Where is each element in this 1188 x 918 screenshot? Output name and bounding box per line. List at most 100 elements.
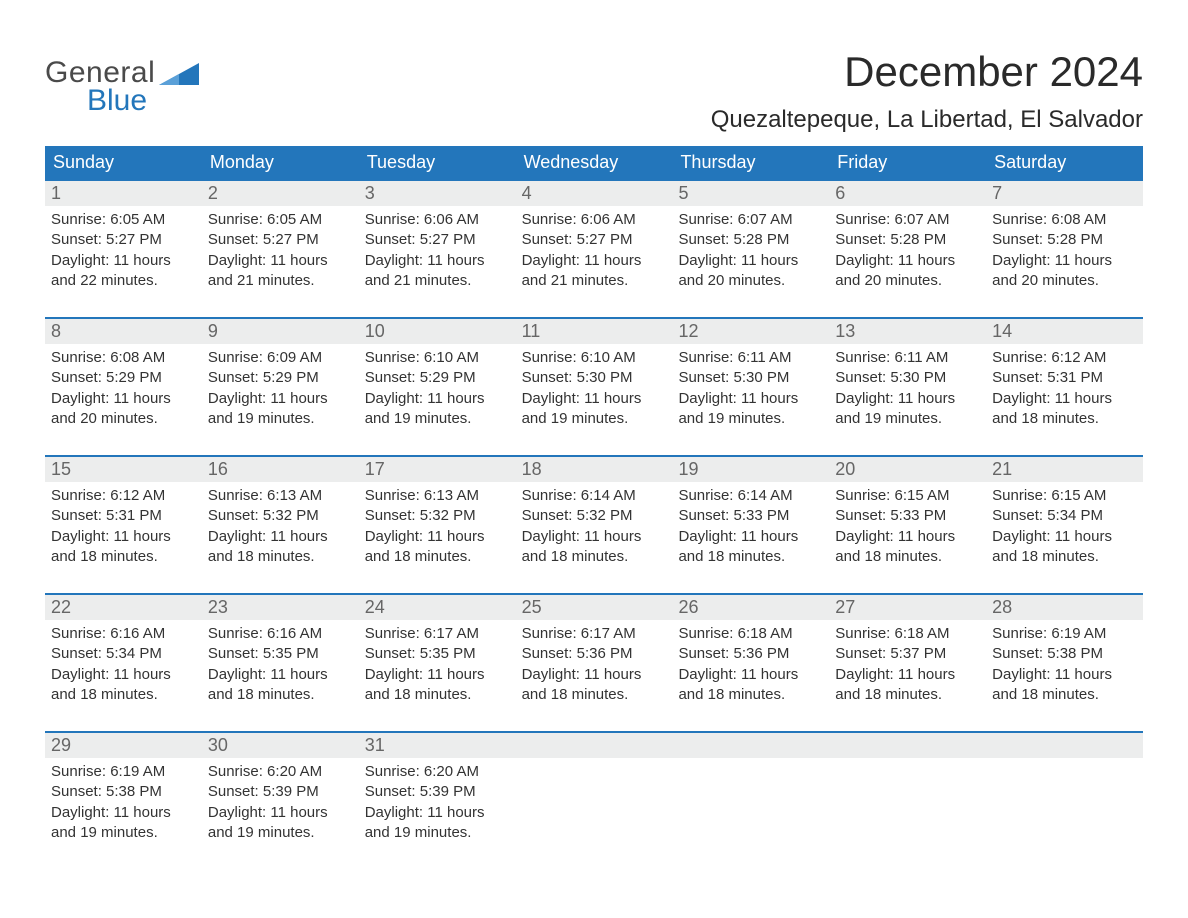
- day-sunrise: Sunrise: 6:17 AM: [522, 624, 667, 644]
- day-details: Sunrise: 6:18 AMSunset: 5:36 PMDaylight:…: [672, 620, 829, 709]
- day-details: Sunrise: 6:05 AMSunset: 5:27 PMDaylight:…: [202, 206, 359, 295]
- week-row: 1Sunrise: 6:05 AMSunset: 5:27 PMDaylight…: [45, 179, 1143, 299]
- day-d1: Daylight: 11 hours: [678, 251, 823, 271]
- day-cell: 20Sunrise: 6:15 AMSunset: 5:33 PMDayligh…: [829, 457, 986, 575]
- day-cell: 16Sunrise: 6:13 AMSunset: 5:32 PMDayligh…: [202, 457, 359, 575]
- day-d2: and 19 minutes.: [365, 409, 510, 429]
- day-sunset: Sunset: 5:29 PM: [51, 368, 196, 388]
- day-d2: and 22 minutes.: [51, 271, 196, 291]
- day-header-wed: Wednesday: [516, 146, 673, 179]
- day-d2: and 18 minutes.: [992, 547, 1137, 567]
- day-details: Sunrise: 6:14 AMSunset: 5:32 PMDaylight:…: [516, 482, 673, 571]
- day-details: Sunrise: 6:17 AMSunset: 5:36 PMDaylight:…: [516, 620, 673, 709]
- day-number: 13: [829, 319, 986, 344]
- day-d2: and 19 minutes.: [365, 823, 510, 843]
- day-cell: 25Sunrise: 6:17 AMSunset: 5:36 PMDayligh…: [516, 595, 673, 713]
- day-d2: and 21 minutes.: [365, 271, 510, 291]
- day-d2: and 18 minutes.: [208, 685, 353, 705]
- day-number: 2: [202, 181, 359, 206]
- day-details: Sunrise: 6:07 AMSunset: 5:28 PMDaylight:…: [829, 206, 986, 295]
- day-cell: 23Sunrise: 6:16 AMSunset: 5:35 PMDayligh…: [202, 595, 359, 713]
- day-sunset: Sunset: 5:39 PM: [365, 782, 510, 802]
- day-d1: Daylight: 11 hours: [208, 803, 353, 823]
- day-number: 6: [829, 181, 986, 206]
- header: General Blue December 2024 Quezaltepeque…: [45, 30, 1143, 134]
- day-details: Sunrise: 6:11 AMSunset: 5:30 PMDaylight:…: [829, 344, 986, 433]
- location-subtitle: Quezaltepeque, La Libertad, El Salvador: [711, 106, 1143, 134]
- day-sunset: Sunset: 5:29 PM: [208, 368, 353, 388]
- day-d1: Daylight: 11 hours: [678, 389, 823, 409]
- day-cell: 3Sunrise: 6:06 AMSunset: 5:27 PMDaylight…: [359, 181, 516, 299]
- day-cell: 10Sunrise: 6:10 AMSunset: 5:29 PMDayligh…: [359, 319, 516, 437]
- day-cell: [672, 733, 829, 851]
- day-d1: Daylight: 11 hours: [835, 527, 980, 547]
- day-d2: and 21 minutes.: [208, 271, 353, 291]
- day-details: Sunrise: 6:10 AMSunset: 5:29 PMDaylight:…: [359, 344, 516, 433]
- day-cell: 29Sunrise: 6:19 AMSunset: 5:38 PMDayligh…: [45, 733, 202, 851]
- day-details: Sunrise: 6:19 AMSunset: 5:38 PMDaylight:…: [45, 758, 202, 847]
- day-d1: Daylight: 11 hours: [835, 251, 980, 271]
- day-d1: Daylight: 11 hours: [365, 251, 510, 271]
- week-row: 15Sunrise: 6:12 AMSunset: 5:31 PMDayligh…: [45, 455, 1143, 575]
- day-d1: Daylight: 11 hours: [51, 527, 196, 547]
- day-number-empty: [516, 733, 673, 758]
- day-d1: Daylight: 11 hours: [208, 251, 353, 271]
- day-d1: Daylight: 11 hours: [208, 527, 353, 547]
- day-cell: 15Sunrise: 6:12 AMSunset: 5:31 PMDayligh…: [45, 457, 202, 575]
- day-number: 15: [45, 457, 202, 482]
- day-number: 24: [359, 595, 516, 620]
- day-sunrise: Sunrise: 6:14 AM: [522, 486, 667, 506]
- day-d2: and 19 minutes.: [208, 409, 353, 429]
- day-d1: Daylight: 11 hours: [992, 527, 1137, 547]
- day-sunset: Sunset: 5:38 PM: [992, 644, 1137, 664]
- day-details: Sunrise: 6:12 AMSunset: 5:31 PMDaylight:…: [986, 344, 1143, 433]
- day-number: 28: [986, 595, 1143, 620]
- day-sunrise: Sunrise: 6:15 AM: [835, 486, 980, 506]
- day-cell: 5Sunrise: 6:07 AMSunset: 5:28 PMDaylight…: [672, 181, 829, 299]
- day-sunrise: Sunrise: 6:12 AM: [51, 486, 196, 506]
- day-sunrise: Sunrise: 6:06 AM: [522, 210, 667, 230]
- day-cell: 26Sunrise: 6:18 AMSunset: 5:36 PMDayligh…: [672, 595, 829, 713]
- day-d2: and 20 minutes.: [51, 409, 196, 429]
- day-d1: Daylight: 11 hours: [678, 527, 823, 547]
- day-sunrise: Sunrise: 6:06 AM: [365, 210, 510, 230]
- day-sunset: Sunset: 5:37 PM: [835, 644, 980, 664]
- week-row: 8Sunrise: 6:08 AMSunset: 5:29 PMDaylight…: [45, 317, 1143, 437]
- day-number: 12: [672, 319, 829, 344]
- day-sunrise: Sunrise: 6:17 AM: [365, 624, 510, 644]
- day-sunrise: Sunrise: 6:09 AM: [208, 348, 353, 368]
- day-d1: Daylight: 11 hours: [365, 803, 510, 823]
- day-sunrise: Sunrise: 6:18 AM: [835, 624, 980, 644]
- day-d2: and 19 minutes.: [678, 409, 823, 429]
- logo: General Blue: [45, 56, 199, 118]
- day-sunset: Sunset: 5:32 PM: [208, 506, 353, 526]
- day-sunrise: Sunrise: 6:11 AM: [835, 348, 980, 368]
- day-details: Sunrise: 6:17 AMSunset: 5:35 PMDaylight:…: [359, 620, 516, 709]
- day-d1: Daylight: 11 hours: [522, 389, 667, 409]
- day-cell: 11Sunrise: 6:10 AMSunset: 5:30 PMDayligh…: [516, 319, 673, 437]
- day-sunset: Sunset: 5:34 PM: [992, 506, 1137, 526]
- day-d1: Daylight: 11 hours: [992, 389, 1137, 409]
- day-d1: Daylight: 11 hours: [51, 251, 196, 271]
- day-sunrise: Sunrise: 6:13 AM: [365, 486, 510, 506]
- day-number: 14: [986, 319, 1143, 344]
- day-number: 19: [672, 457, 829, 482]
- day-details: Sunrise: 6:19 AMSunset: 5:38 PMDaylight:…: [986, 620, 1143, 709]
- day-d2: and 20 minutes.: [992, 271, 1137, 291]
- day-details: Sunrise: 6:13 AMSunset: 5:32 PMDaylight:…: [202, 482, 359, 571]
- day-number: 25: [516, 595, 673, 620]
- day-details: Sunrise: 6:14 AMSunset: 5:33 PMDaylight:…: [672, 482, 829, 571]
- day-sunset: Sunset: 5:27 PM: [208, 230, 353, 250]
- day-details: Sunrise: 6:15 AMSunset: 5:34 PMDaylight:…: [986, 482, 1143, 571]
- day-cell: 31Sunrise: 6:20 AMSunset: 5:39 PMDayligh…: [359, 733, 516, 851]
- day-number: 20: [829, 457, 986, 482]
- day-cell: 27Sunrise: 6:18 AMSunset: 5:37 PMDayligh…: [829, 595, 986, 713]
- day-d2: and 21 minutes.: [522, 271, 667, 291]
- day-cell: 12Sunrise: 6:11 AMSunset: 5:30 PMDayligh…: [672, 319, 829, 437]
- day-details: Sunrise: 6:12 AMSunset: 5:31 PMDaylight:…: [45, 482, 202, 571]
- day-cell: 9Sunrise: 6:09 AMSunset: 5:29 PMDaylight…: [202, 319, 359, 437]
- day-d2: and 18 minutes.: [992, 409, 1137, 429]
- day-d2: and 18 minutes.: [678, 547, 823, 567]
- day-sunset: Sunset: 5:36 PM: [522, 644, 667, 664]
- day-sunrise: Sunrise: 6:11 AM: [678, 348, 823, 368]
